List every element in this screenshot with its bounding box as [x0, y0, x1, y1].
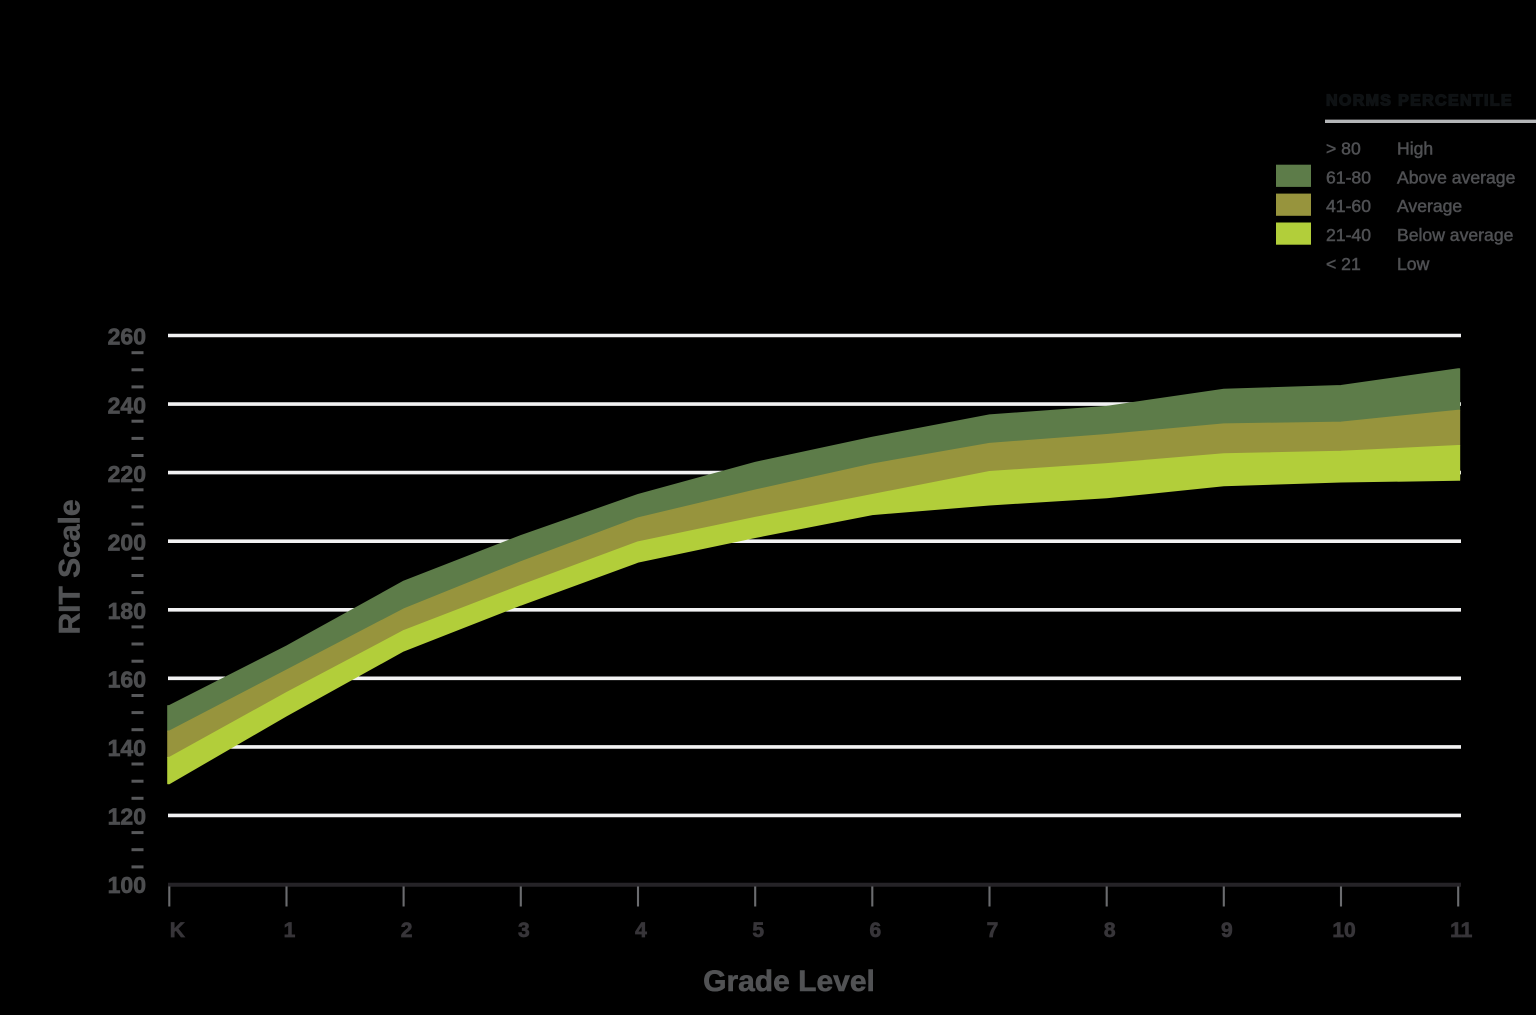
svg-text:RIT Scale: RIT Scale [54, 499, 87, 634]
svg-text:6: 6 [869, 919, 881, 942]
svg-text:220: 220 [108, 461, 146, 487]
svg-text:41-60: 41-60 [1326, 196, 1371, 216]
svg-text:4: 4 [635, 919, 647, 942]
svg-text:1: 1 [284, 919, 296, 942]
svg-text:Grade Level: Grade Level [703, 965, 875, 998]
svg-text:2: 2 [401, 919, 413, 942]
svg-text:240: 240 [108, 392, 146, 418]
svg-text:NORMS PERCENTILE: NORMS PERCENTILE [1326, 93, 1513, 110]
svg-text:200: 200 [108, 529, 146, 555]
svg-text:8: 8 [1104, 919, 1116, 942]
svg-text:61-80: 61-80 [1326, 167, 1371, 187]
svg-text:Average: Average [1397, 196, 1462, 216]
svg-text:High: High [1397, 139, 1433, 159]
svg-text:< 21: < 21 [1326, 254, 1361, 274]
svg-text:140: 140 [108, 735, 146, 761]
svg-text:260: 260 [108, 324, 146, 350]
svg-text:10: 10 [1332, 919, 1355, 942]
svg-text:Low: Low [1397, 254, 1430, 274]
svg-text:7: 7 [987, 919, 999, 942]
svg-text:160: 160 [108, 667, 146, 693]
svg-text:180: 180 [108, 598, 146, 624]
svg-text:11: 11 [1450, 919, 1473, 942]
svg-text:21-40: 21-40 [1326, 225, 1371, 245]
svg-text:Below average: Below average [1397, 225, 1513, 245]
svg-text:3: 3 [518, 919, 530, 942]
svg-text:5: 5 [752, 919, 764, 942]
svg-text:120: 120 [108, 804, 146, 830]
svg-text:100: 100 [108, 872, 146, 898]
svg-text:Above average: Above average [1397, 167, 1515, 187]
svg-text:9: 9 [1221, 919, 1233, 942]
svg-text:> 80: > 80 [1326, 139, 1361, 159]
svg-text:K: K [170, 919, 185, 942]
